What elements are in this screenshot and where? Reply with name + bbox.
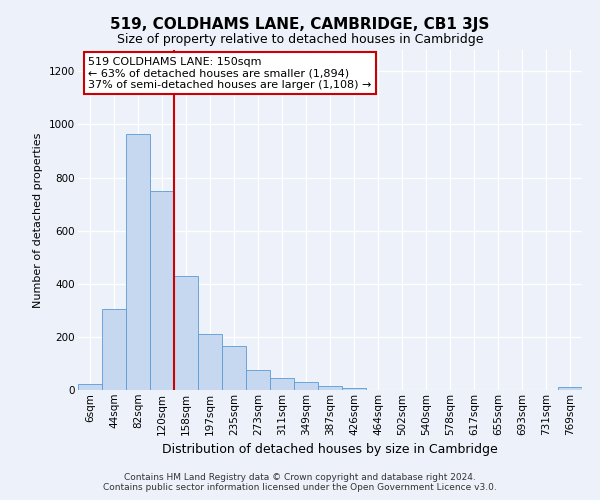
Bar bbox=[342, 388, 366, 390]
Bar bbox=[558, 388, 582, 390]
Bar bbox=[270, 378, 294, 390]
Bar bbox=[78, 384, 102, 390]
Bar bbox=[102, 309, 126, 390]
Bar bbox=[318, 386, 342, 390]
Y-axis label: Number of detached properties: Number of detached properties bbox=[34, 132, 43, 308]
Bar bbox=[198, 334, 222, 390]
Text: Contains HM Land Registry data © Crown copyright and database right 2024.
Contai: Contains HM Land Registry data © Crown c… bbox=[103, 473, 497, 492]
X-axis label: Distribution of detached houses by size in Cambridge: Distribution of detached houses by size … bbox=[162, 443, 498, 456]
Text: Size of property relative to detached houses in Cambridge: Size of property relative to detached ho… bbox=[117, 32, 483, 46]
Bar bbox=[150, 191, 174, 390]
Bar bbox=[294, 382, 318, 390]
Text: 519, COLDHAMS LANE, CAMBRIDGE, CB1 3JS: 519, COLDHAMS LANE, CAMBRIDGE, CB1 3JS bbox=[110, 18, 490, 32]
Bar bbox=[246, 370, 270, 390]
Bar bbox=[222, 346, 246, 390]
Bar bbox=[174, 276, 198, 390]
Text: 519 COLDHAMS LANE: 150sqm
← 63% of detached houses are smaller (1,894)
37% of se: 519 COLDHAMS LANE: 150sqm ← 63% of detac… bbox=[88, 57, 371, 90]
Bar bbox=[126, 134, 150, 390]
